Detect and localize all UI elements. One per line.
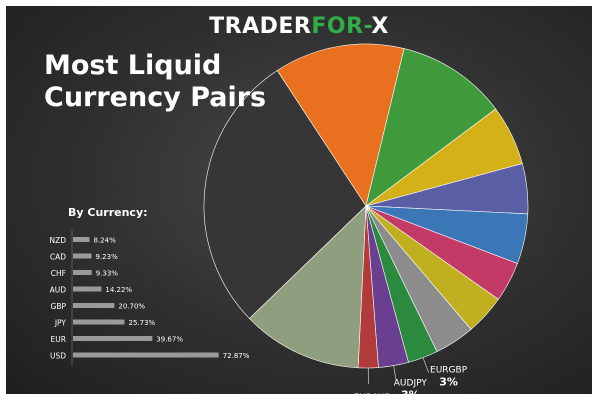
title-line-1: Most Liquid xyxy=(44,50,222,81)
bar-gbp xyxy=(73,303,115,308)
pie-label-eurgbp: EURGBP xyxy=(430,366,468,376)
brand-part-2: FOR xyxy=(311,14,364,39)
pie-value-eurgbp: 3% xyxy=(439,376,458,389)
bar-value-aud: 14.22% xyxy=(105,286,132,294)
pie-slice-other xyxy=(249,205,367,369)
bar-category-nzd: NZD xyxy=(49,236,66,245)
page-title: Most Liquid Currency Pairs xyxy=(44,50,266,114)
pie-slice-usdjpy xyxy=(276,43,405,207)
bar-value-usd: 72.87% xyxy=(223,352,250,360)
brand-part-3: - xyxy=(363,14,372,39)
infographic: TRADERFOR-X EURUSD28%USDJPY13%GBPUSD11%A… xyxy=(6,6,592,394)
bar-category-jpy: JPY xyxy=(54,319,67,328)
bar-category-chf: CHF xyxy=(51,269,66,278)
brand-logo: TRADERFOR-X xyxy=(6,14,592,39)
brand-part-4: X xyxy=(371,14,389,39)
leader-line-eurgbp xyxy=(422,357,429,373)
bar-cad xyxy=(73,253,92,259)
bar-value-cad: 9.23% xyxy=(96,253,119,261)
bar-value-eur: 39.67% xyxy=(156,336,183,344)
currency-bar-chart: NZD 8.24% CAD 9.23% CHF 9.33% AUD 14.22% GBP 20.7… xyxy=(49,230,250,366)
pie-slice-eurusd xyxy=(203,70,367,319)
brand-part-1: TRADER xyxy=(209,14,312,39)
bar-category-eur: EUR xyxy=(51,335,66,344)
bar-usd xyxy=(73,352,219,358)
bar-category-aud: AUD xyxy=(50,286,67,295)
bar-eur xyxy=(73,336,153,341)
pie-slice-gbpusd xyxy=(365,48,497,207)
bar-category-cad: CAD xyxy=(50,253,66,262)
bar-value-gbp: 20.70% xyxy=(118,303,145,311)
pie-label-audjpy: AUDJPY xyxy=(394,378,428,388)
bar-aud xyxy=(73,286,102,292)
bar-jpy xyxy=(73,319,125,325)
bar-chf xyxy=(73,270,92,275)
bar-value-chf: 9.33% xyxy=(96,270,119,278)
pie-label-euraud: EURAUD xyxy=(354,393,392,394)
bar-nzd xyxy=(73,237,90,242)
leader-line-audjpy xyxy=(393,365,397,382)
title-line-2: Currency Pairs xyxy=(44,82,267,113)
pie-value-audjpy: 3% xyxy=(401,388,420,394)
bar-value-jpy: 25.73% xyxy=(129,319,156,327)
bar-category-usd: USD xyxy=(50,352,66,361)
by-currency-heading: By Currency: xyxy=(68,206,148,219)
bar-value-nzd: 8.24% xyxy=(94,237,117,245)
bar-category-gbp: GBP xyxy=(51,302,67,311)
pie-chart: EURUSD28%USDJPY13%GBPUSD11%AUDUSD6%USDCA… xyxy=(203,43,529,394)
